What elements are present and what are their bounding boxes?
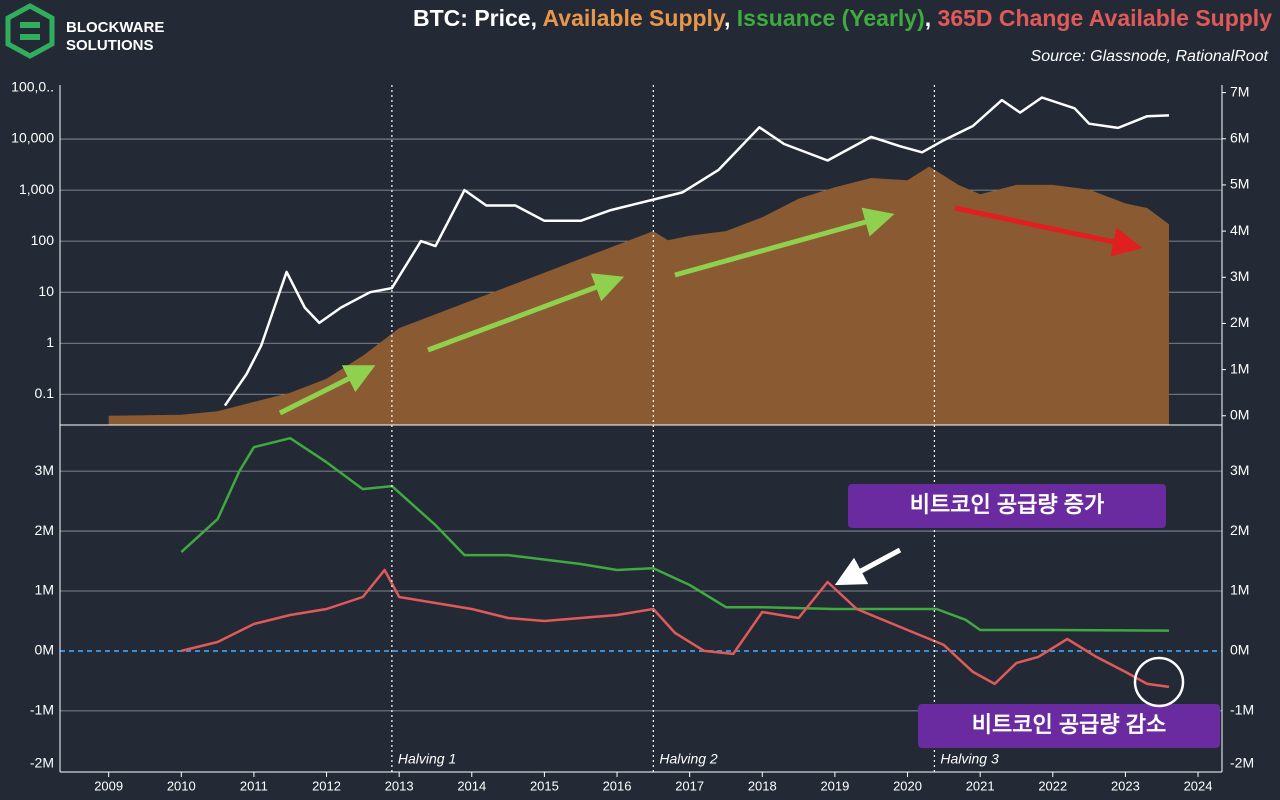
y-tick-label: 0.1 (35, 385, 55, 401)
logo-text: BLOCKWARE (66, 19, 164, 36)
title-part: BTC: Price, (413, 5, 543, 31)
annotation: 비트코인 공급량 감소 (972, 712, 1166, 737)
y2-tick-label: -1M (1230, 702, 1254, 718)
y2-tick-label: 5M (1230, 176, 1249, 192)
y2-tick-label: 2M (1230, 314, 1249, 330)
y2-tick-label: 6M (1230, 129, 1249, 145)
y2-tick-label: 1M (1230, 360, 1249, 376)
annotation-box (918, 704, 1220, 748)
title-part: Issuance (Yearly) (737, 5, 925, 31)
x-tick-label: 2023 (1111, 778, 1140, 793)
logo-bar (20, 22, 40, 28)
highlight-circle (1133, 656, 1185, 708)
logo-text: SOLUTIONS (66, 37, 154, 54)
y-tick-label: 10 (38, 283, 54, 299)
line (181, 568, 1170, 689)
x-tick-label: 2009 (94, 778, 123, 793)
x-tick-label: 2021 (966, 778, 995, 793)
y2-tick-label: 4M (1230, 222, 1249, 238)
y2-tick-label: -2M (1230, 755, 1254, 771)
y2-tick-label: 2M (1230, 522, 1249, 538)
x-tick-label: 2011 (240, 778, 268, 793)
title-part: , (925, 5, 938, 31)
title-part: , (724, 5, 737, 31)
y-tick-label: 10,000 (11, 130, 54, 146)
x-tick-label: 2018 (748, 778, 777, 793)
y2-tick-label: 3M (1230, 462, 1249, 478)
arrow (954, 205, 1143, 257)
x-tick-label: 2013 (385, 778, 414, 793)
title-part: Available Supply (543, 5, 726, 31)
y2-tick-label: 1M (1230, 582, 1249, 598)
plot: 100,0.. 10,000 1,000 100 10 1 0.1 0M 1M 2M 3M 4M 5M 6… (11, 79, 1254, 794)
x-tick-label: 2014 (457, 778, 486, 793)
x-tick-label: 2024 (1184, 778, 1213, 793)
x-tick-label: 2019 (820, 778, 849, 793)
y2-tick-label: 3M (1230, 268, 1249, 284)
y-tick-label: -2M (30, 755, 54, 771)
line (180, 436, 1170, 632)
title-part: 365D Change Available Supply (938, 5, 1273, 31)
x-tick-label: 2017 (675, 778, 704, 793)
y-tick-label: 1,000 (19, 181, 54, 197)
halving-label: Halving 2 (659, 751, 718, 767)
x-tick-label: 2012 (312, 778, 341, 793)
y-tick-label: 100,0.. (11, 79, 54, 95)
y2-tick-label: 0M (1230, 406, 1249, 422)
arrow (834, 547, 902, 586)
y-tick-label: 0M (35, 642, 54, 658)
chart-title: BTC: Price, Available Supply, Issuance (… (413, 5, 1272, 31)
y2-tick-label: 7M (1230, 83, 1249, 99)
decorations (278, 205, 1185, 708)
arrow (427, 273, 625, 353)
line (223, 96, 1170, 407)
halving-label: Halving 1 (398, 751, 456, 767)
area (108, 166, 1170, 425)
arrow (674, 207, 895, 278)
y-tick-label: 100 (31, 232, 55, 248)
y-tick-label: 1M (35, 582, 54, 598)
y-tick-label: -1M (30, 702, 54, 718)
y2-tick-label: 0M (1230, 642, 1249, 658)
x-tick-label: 2020 (893, 778, 922, 793)
y-tick-label: 3M (35, 462, 54, 478)
source: Source: Glassnode, RationalRoot (1031, 48, 1269, 65)
logo-icon (5, 3, 55, 59)
x-tick-label: 2022 (1038, 778, 1067, 793)
logo-bar (20, 34, 40, 40)
annotation: 비트코인 공급량 증가 (910, 492, 1104, 517)
x-tick-label: 2010 (167, 778, 196, 793)
halving-label: Halving 3 (940, 751, 999, 767)
arrow (278, 365, 376, 416)
x-tick-label: 2016 (603, 778, 632, 793)
y-tick-label: 1 (46, 334, 54, 350)
logo: BLOCKWARE SOLUTIONS (5, 3, 164, 59)
annotation-box (848, 484, 1166, 528)
x-tick-label: 2015 (530, 778, 559, 793)
y-tick-label: 2M (35, 522, 54, 538)
